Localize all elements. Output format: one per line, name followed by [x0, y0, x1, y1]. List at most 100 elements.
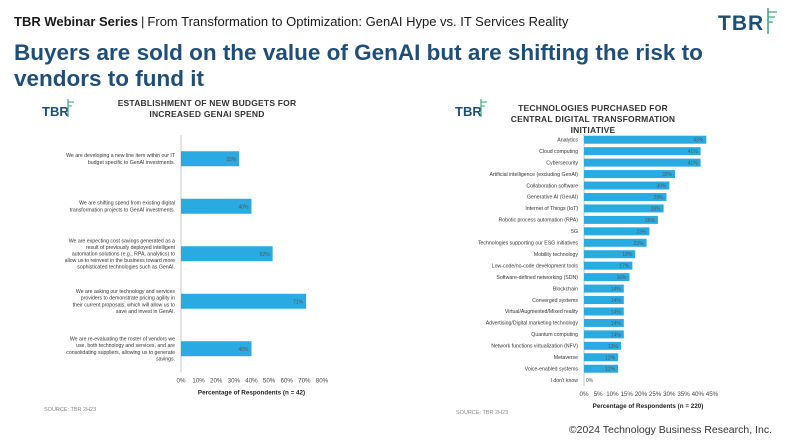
category-label: Analytics [557, 137, 578, 143]
bar [181, 341, 252, 357]
left-chart-logo-mark-icon [67, 99, 74, 117]
copyright-footer: ©2024 Technology Business Research, Inc. [568, 424, 772, 436]
bar-value-label: 41% [688, 161, 699, 167]
bar-value-label: 13% [608, 344, 619, 350]
tbr-logo-mark-icon [767, 8, 777, 34]
category-label: We are developing a new line item within… [66, 153, 176, 166]
bar-value-label: 14% [611, 287, 622, 293]
bar-value-label: 71% [293, 299, 304, 305]
category-label: Quantum computing [531, 332, 578, 338]
bar-value-label: 14% [611, 309, 622, 315]
bar [584, 204, 664, 213]
category-label: Voice-enabled systems [525, 366, 579, 372]
category-label: Network functions virtualization (NFV) [491, 344, 578, 350]
category-label: Cybersecurity [546, 160, 578, 166]
bar [584, 135, 707, 144]
bar [584, 284, 624, 293]
bar [181, 293, 307, 309]
bar-value-label: 14% [611, 321, 622, 327]
bar-value-label: 29% [653, 195, 664, 201]
bar-value-label: 52% [260, 252, 271, 258]
bar [584, 330, 624, 339]
x-tick-label: 30% [228, 378, 241, 385]
bar-value-label: 43% [693, 138, 704, 144]
bar [584, 364, 619, 373]
bar [181, 246, 273, 262]
category-label: Internet of Things (IoT) [525, 206, 578, 212]
slide-headline: Buyers are sold on the value of GenAI bu… [14, 40, 703, 91]
category-label: Robotic process automation (RPA) [499, 218, 579, 224]
bar-value-label: 33% [226, 157, 237, 163]
x-tick-label: 60% [281, 378, 294, 385]
bar-value-label: 16% [616, 275, 627, 281]
bar-value-label: 0% [586, 378, 594, 384]
category-label: We are asking our technology and service… [73, 289, 176, 315]
bar [584, 318, 624, 327]
x-tick-label: 35% [677, 391, 690, 398]
bar-value-label: 12% [605, 367, 616, 373]
tbr-logo: TBR [718, 8, 778, 36]
category-label: Generative AI (GenAI) [527, 195, 578, 201]
bar [584, 353, 619, 362]
bar [584, 147, 701, 156]
bar-value-label: 28% [651, 206, 662, 212]
bar [584, 192, 667, 201]
bar [584, 341, 621, 350]
bar [181, 198, 252, 214]
bar [584, 307, 624, 316]
webinar-series-label: TBR Webinar Series [14, 14, 139, 29]
category-label: We are re-evaluating the roster of vendo… [66, 337, 175, 363]
bar [584, 261, 633, 270]
x-axis-label: Percentage of Respondents (n = 220) [593, 403, 704, 410]
left-chart-title: ESTABLISHMENT OF NEW BUDGETS FOR INCREAS… [117, 98, 297, 119]
x-tick-label: 70% [298, 378, 311, 385]
bar-value-label: 14% [611, 298, 622, 304]
bar [584, 250, 636, 259]
bar-value-label: 14% [611, 332, 622, 338]
webinar-subtitle: From Transformation to Optimization: Gen… [147, 14, 569, 29]
category-label: Mobility technology [534, 252, 579, 258]
x-tick-label: 0% [177, 378, 186, 385]
x-tick-label: 25% [649, 391, 662, 398]
bar [584, 227, 650, 236]
category-label: Software-defined networking (SDN) [496, 275, 578, 281]
bar-value-label: 41% [688, 149, 699, 155]
category-label: Blockchain [553, 286, 578, 292]
bar-value-label: 40% [238, 204, 249, 210]
category-label: 5G [571, 229, 578, 235]
category-label: Advertising/Digital marketing technology [486, 321, 579, 327]
header-separator: | [141, 14, 145, 29]
category-label: Technologies supporting our ESG initiati… [478, 241, 578, 247]
bar [584, 296, 624, 305]
left-chart-source: SOURCE: TBR 2H23 [44, 407, 97, 413]
bar-value-label: 32% [662, 172, 673, 178]
right-chart-logo: TBR [455, 99, 487, 119]
category-label: Collaboration software [526, 183, 578, 189]
x-tick-label: 40% [245, 378, 258, 385]
bar [584, 238, 647, 247]
category-label: Metaverse [554, 355, 578, 361]
tbr-logo-text: TBR [718, 12, 765, 35]
x-tick-label: 50% [263, 378, 276, 385]
bar-value-label: 40% [238, 347, 249, 353]
x-tick-label: 20% [210, 378, 223, 385]
bar-value-label: 17% [619, 264, 630, 270]
bar [584, 273, 630, 282]
bar-value-label: 22% [634, 241, 645, 247]
x-tick-label: 20% [635, 391, 648, 398]
category-label: Cloud computing [539, 149, 578, 155]
x-tick-label: 10% [192, 378, 205, 385]
webinar-header: TBR Webinar Series | From Transformation t… [14, 14, 568, 29]
category-label: Artificial intelligence (excluding GenAI… [489, 172, 578, 178]
left-bar-chart: 33% We are developing a new line item wit… [65, 135, 329, 397]
category-label: Low-code/no-code development tools [492, 263, 579, 269]
bar-value-label: 30% [656, 184, 667, 190]
x-tick-label: 15% [620, 391, 633, 398]
bar [181, 151, 240, 167]
right-chart-logo-text: TBR [455, 104, 482, 119]
bar-value-label: 18% [622, 252, 633, 258]
bar [584, 181, 670, 190]
left-chart-logo: TBR [42, 99, 74, 119]
left-chart-logo-text: TBR [42, 104, 69, 119]
x-tick-label: 5% [594, 391, 603, 398]
